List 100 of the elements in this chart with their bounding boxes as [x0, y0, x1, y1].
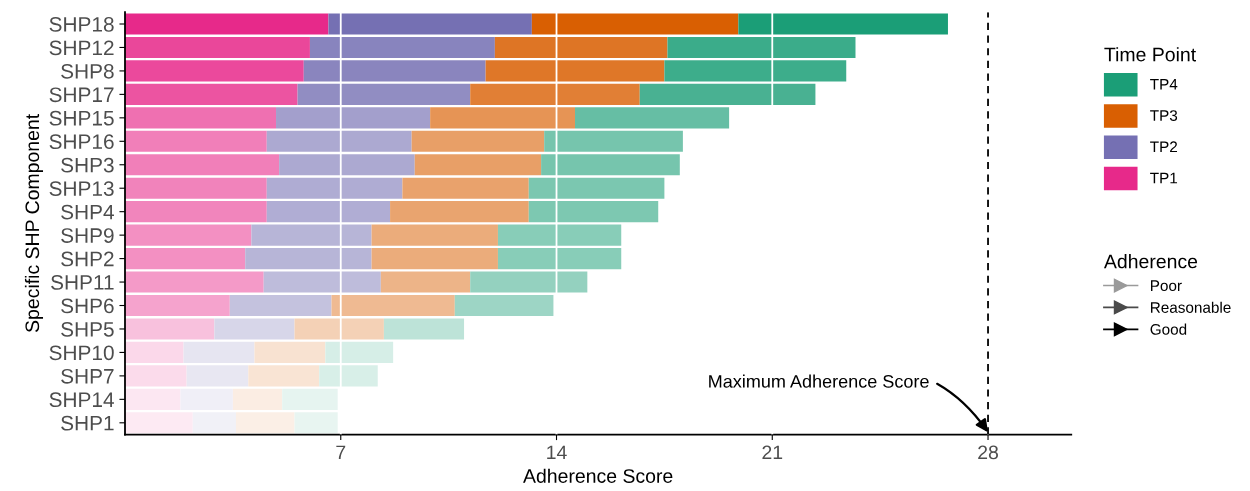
y-tick-label: SHP9: [61, 228, 114, 243]
bar: [125, 13, 329, 35]
legend-label: Poor: [1151, 280, 1182, 292]
bar: [664, 60, 847, 82]
bar: [331, 294, 455, 317]
y-tick-label: SHP13: [49, 181, 114, 196]
y-tick-label: SHP2: [61, 251, 114, 267]
bar: [282, 388, 338, 410]
bar: [738, 13, 948, 35]
bar: [229, 294, 332, 317]
bar: [402, 177, 529, 199]
legend-label: TP3: [1150, 110, 1178, 121]
y-tick-label: SHP17: [49, 87, 114, 103]
bar: [125, 154, 280, 176]
bar: [125, 271, 264, 293]
bar: [266, 201, 391, 223]
bar: [528, 201, 659, 223]
bar: [380, 271, 471, 293]
bar: [485, 60, 665, 82]
bar: [297, 83, 471, 105]
legend-label: Good: [1150, 323, 1187, 335]
bar: [309, 36, 495, 59]
bar: [125, 294, 230, 317]
bar: [125, 83, 298, 105]
y-tick-label: SHP1: [61, 415, 114, 431]
bar: [125, 107, 277, 129]
bar: [245, 248, 372, 270]
y-tick-label: SHP4: [61, 204, 114, 220]
bar: [125, 60, 304, 82]
bar: [390, 201, 529, 223]
bar: [254, 341, 326, 363]
bar: [667, 36, 856, 59]
bar: [248, 365, 320, 387]
bar: [411, 130, 545, 152]
bar: [470, 83, 640, 105]
bar: [294, 318, 384, 340]
legend-label: TP1: [1150, 172, 1178, 184]
y-tick-label: SHP18: [49, 17, 114, 32]
y-tick-label: SHP6: [61, 298, 114, 314]
bar: [214, 318, 295, 340]
bar: [125, 248, 246, 270]
bar: [183, 341, 255, 363]
bar: [470, 271, 588, 293]
y-tick-label: SHP12: [49, 40, 114, 56]
x-tick-label: 28: [978, 445, 998, 460]
x-tick-label: 14: [547, 445, 567, 460]
bar: [639, 83, 816, 105]
bar: [383, 318, 465, 340]
legend-label: TP2: [1150, 141, 1178, 153]
bar: [235, 412, 295, 434]
bar: [303, 60, 486, 82]
bar: [276, 107, 431, 129]
bar: [125, 365, 187, 387]
y-tick-label: SHP11: [51, 275, 114, 290]
bar: [266, 177, 403, 199]
bar: [528, 177, 665, 199]
y-axis-title: Specific SHP Component: [24, 114, 44, 333]
bar: [125, 341, 184, 363]
bar: [531, 13, 739, 35]
bar: [125, 318, 215, 340]
bar: [497, 248, 622, 270]
bar: [325, 341, 394, 363]
bar: [266, 130, 412, 152]
bar: [125, 130, 267, 152]
bar: [575, 107, 730, 129]
bar: [414, 154, 542, 176]
bar: [263, 271, 381, 293]
y-tick-label: SHP16: [49, 134, 114, 150]
x-axis-title: Adherence Score: [523, 468, 673, 483]
bar: [125, 224, 252, 246]
bar: [430, 107, 576, 129]
bar: [454, 294, 554, 317]
bar: [541, 154, 680, 176]
y-tick-label: SHP15: [49, 110, 114, 126]
y-tick-label: SHP8: [61, 63, 114, 79]
y-tick-label: SHP5: [61, 321, 114, 337]
x-tick-label: 7: [336, 445, 346, 460]
bar: [494, 36, 668, 59]
bar: [125, 201, 267, 223]
legend-label: Reasonable: [1151, 301, 1231, 313]
y-tick-label: SHP3: [61, 157, 114, 173]
bar: [294, 412, 338, 434]
text: Adherence: [1103, 254, 1198, 269]
y-tick-label: SHP10: [49, 345, 114, 361]
bar: [251, 224, 372, 246]
y-tick-label: SHP7: [61, 368, 114, 384]
bar: [371, 248, 498, 270]
bar: [125, 177, 267, 199]
bar: [497, 224, 622, 246]
legend-title: Time Point: [1104, 47, 1196, 62]
bar: [371, 224, 498, 246]
bar: [328, 13, 532, 35]
bar: [125, 36, 310, 59]
y-tick-label: SHP14: [49, 392, 114, 408]
bar: [232, 388, 283, 410]
legend-label: TP4: [1150, 79, 1178, 90]
x-tick-label: 21: [762, 445, 783, 460]
bar: [186, 365, 249, 387]
bar: [279, 154, 415, 176]
ref-line-label: Maximum Adherence Score: [709, 374, 929, 388]
